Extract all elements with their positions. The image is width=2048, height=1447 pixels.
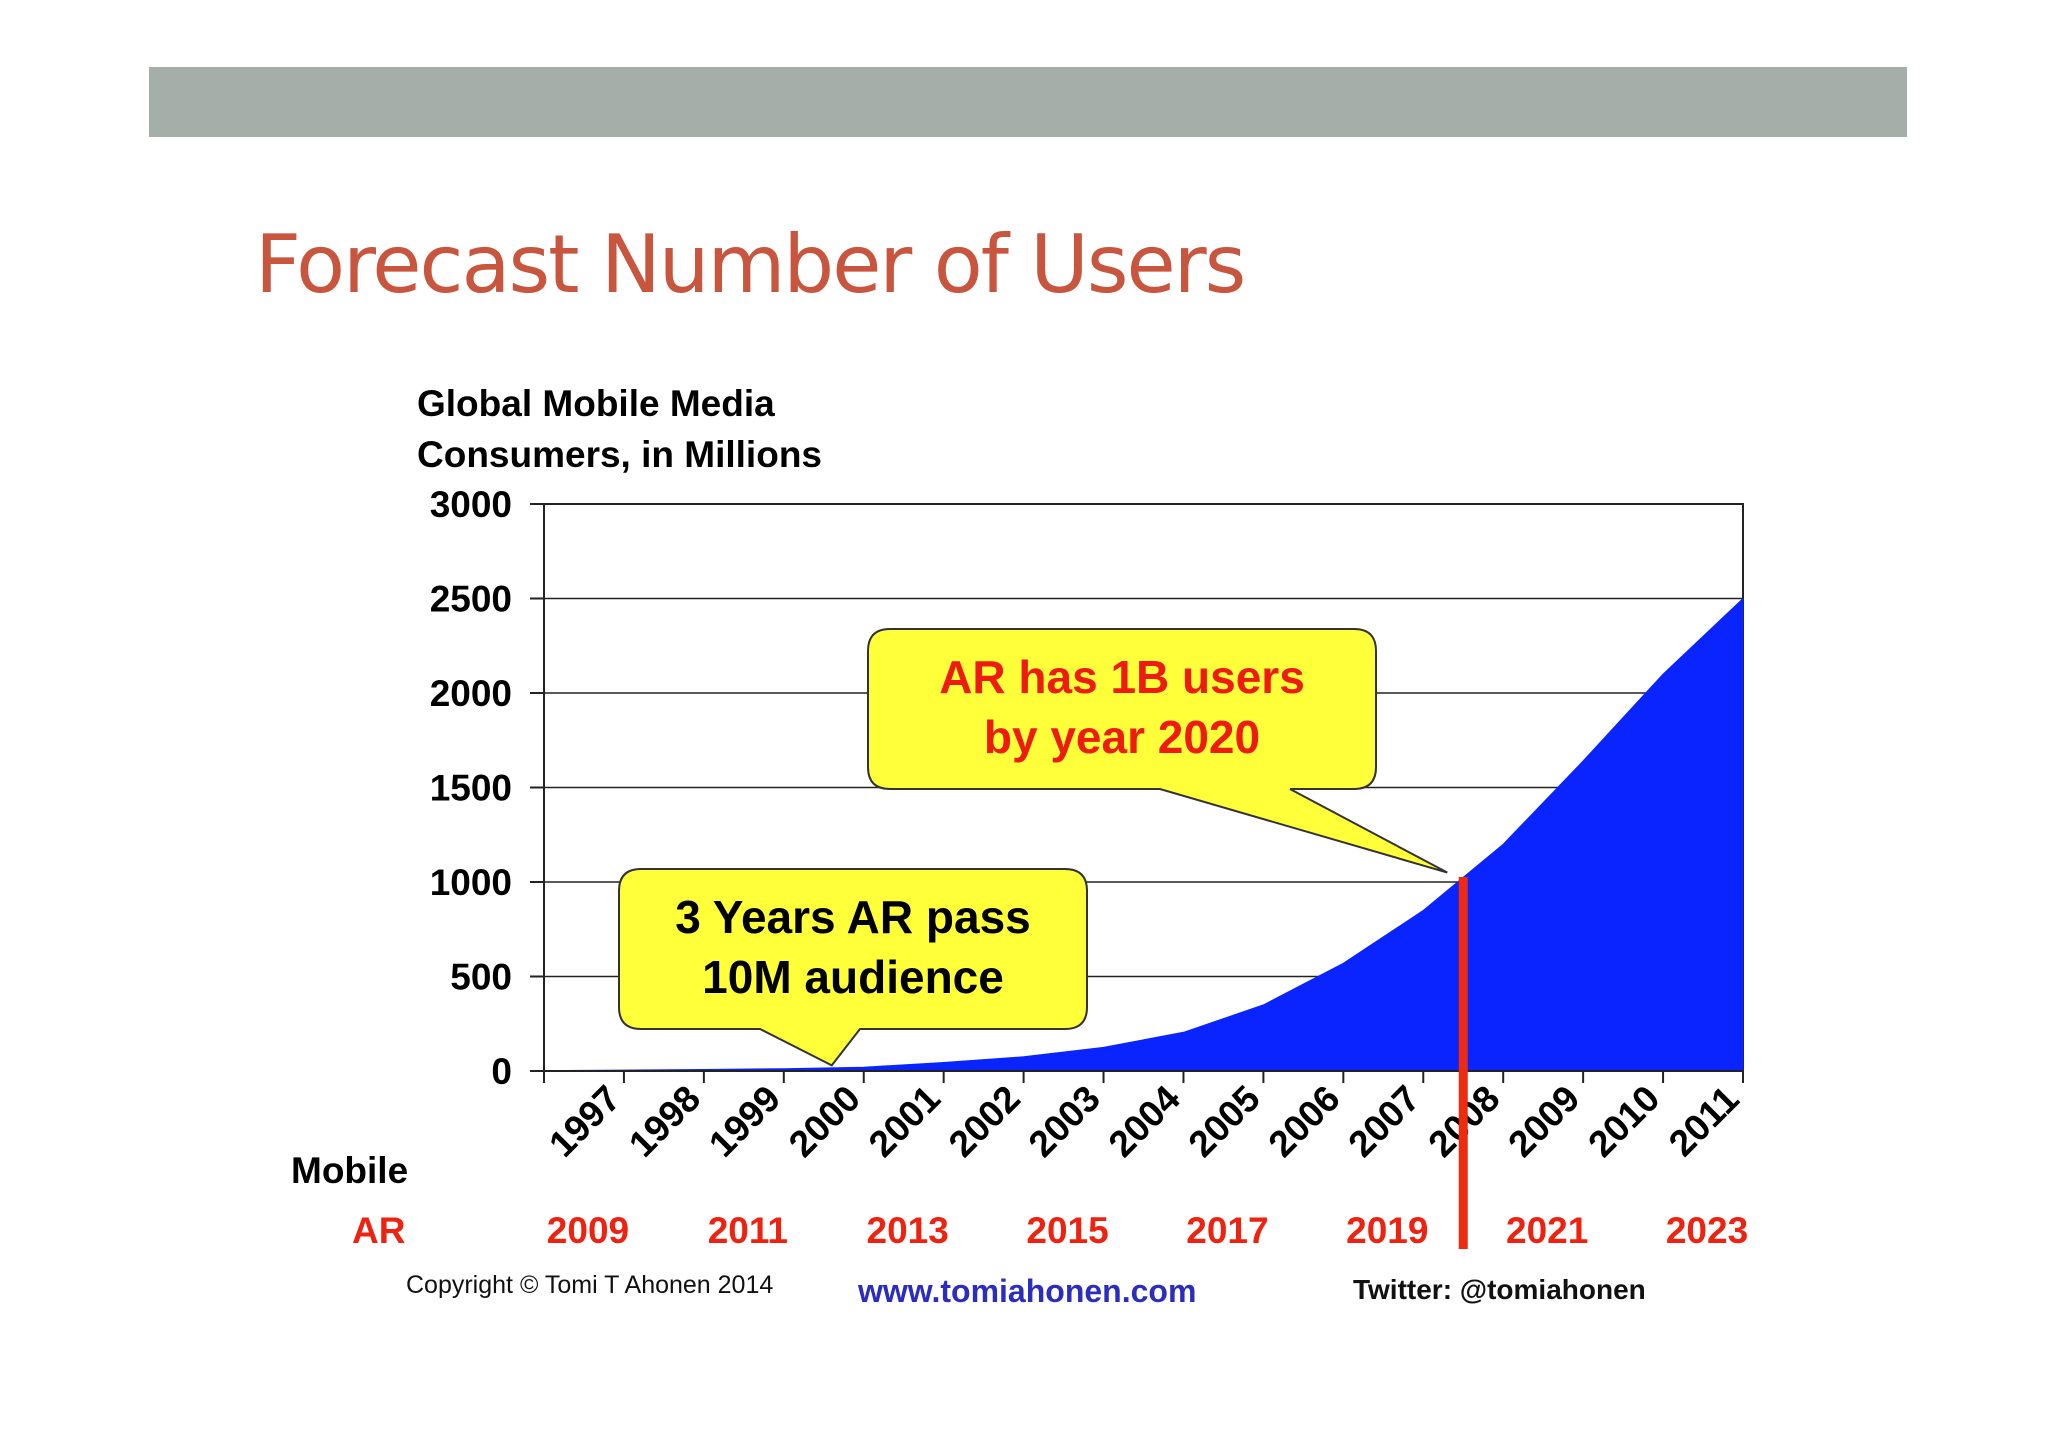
ar-year-label: 2015 [1026,1210,1108,1251]
copyright-text: Copyright © Tomi T Ahonen 2014 [406,1271,773,1299]
callout-ar-10m-text: 3 Years AR pass [675,891,1030,943]
slide-title: Forecast Number of Users [255,218,1246,311]
callout-ar-1b [867,628,1448,874]
callout-ar-1b-text: AR has 1B users [939,651,1305,703]
y-tick-label: 3000 [430,484,512,525]
x-tick-label: 1999 [701,1078,788,1165]
x-tick-labels: 1997199819992000200120022003200420052006… [541,1077,1747,1164]
x-tick-label: 2001 [861,1078,948,1165]
twitter-handle: Twitter: @tomiahonen [1353,1274,1646,1305]
y-tick-label: 1500 [430,768,512,809]
callouts: AR has 1B users by year 2020 3 Years AR pa… [618,628,1448,1067]
axes [530,503,1744,1083]
x-tick-label: 2007 [1340,1078,1427,1165]
callout-ar-1b-text: by year 2020 [984,711,1260,763]
x-tick-label: 2011 [1661,1078,1747,1164]
x-tick-label: 1997 [541,1078,628,1165]
area-series [543,597,1744,1072]
ar-row-label: AR [352,1210,405,1251]
website-link[interactable]: www.tomiahonen.com [857,1273,1196,1309]
callout-ar-10m-text: 10M audience [702,951,1004,1003]
y-tick-label: 1000 [430,862,512,903]
y-tick-label: 2500 [430,579,512,620]
ar-year-label: 2023 [1666,1210,1748,1251]
top-band [149,67,1907,137]
ar-year-label: 2019 [1346,1210,1428,1251]
ar-year-labels: 2009 2011 2013 2015 2017 2019 2021 2023 [547,1210,1748,1251]
callout-ar-10m [618,868,1088,1067]
y-tick-label: 2000 [430,673,512,714]
x-tick-label: 2009 [1500,1078,1587,1165]
chart-title-line-1: Global Mobile Media [417,383,775,424]
x-tick-label: 2003 [1021,1078,1108,1165]
y-tick-label: 0 [491,1051,512,1092]
x-tick-label: 2002 [941,1078,1028,1165]
ar-year-label: 2021 [1506,1210,1588,1251]
x-tick-label: 2005 [1181,1078,1268,1165]
x-tick-label: 2006 [1261,1078,1348,1165]
ar-year-label: 2011 [708,1210,788,1251]
ar-year-label: 2013 [867,1210,949,1251]
area-layer [543,597,1744,1072]
ar-year-label: 2017 [1186,1210,1268,1251]
x-tick-label: 2004 [1101,1077,1188,1164]
x-tick-label: 1998 [621,1078,708,1165]
x-tick-label: 2010 [1580,1078,1667,1165]
x-tick-label: 2000 [781,1078,868,1165]
mobile-row-label: Mobile [291,1150,408,1191]
chart-title-line-2: Consumers, in Millions [417,434,822,475]
y-tick-labels: 0 500 1000 1500 2000 2500 3000 [430,484,512,1092]
ar-year-label: 2009 [547,1210,629,1251]
y-tick-label: 500 [450,957,512,998]
